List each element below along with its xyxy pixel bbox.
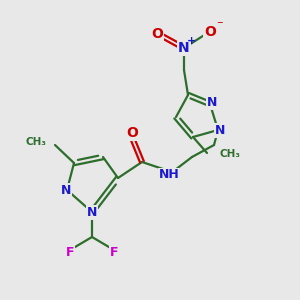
Text: O: O (126, 126, 138, 140)
Text: N: N (207, 95, 217, 109)
Text: O: O (151, 27, 163, 41)
Text: O: O (204, 25, 216, 39)
Text: ⁻: ⁻ (216, 20, 222, 32)
Text: N: N (178, 41, 190, 55)
Text: CH₃: CH₃ (219, 149, 240, 159)
Text: CH₃: CH₃ (25, 137, 46, 147)
Text: NH: NH (159, 169, 179, 182)
Text: N: N (87, 206, 97, 218)
Text: +: + (186, 36, 196, 46)
Text: N: N (215, 124, 225, 136)
Text: N: N (61, 184, 71, 196)
Text: F: F (110, 245, 118, 259)
Text: F: F (66, 245, 74, 259)
